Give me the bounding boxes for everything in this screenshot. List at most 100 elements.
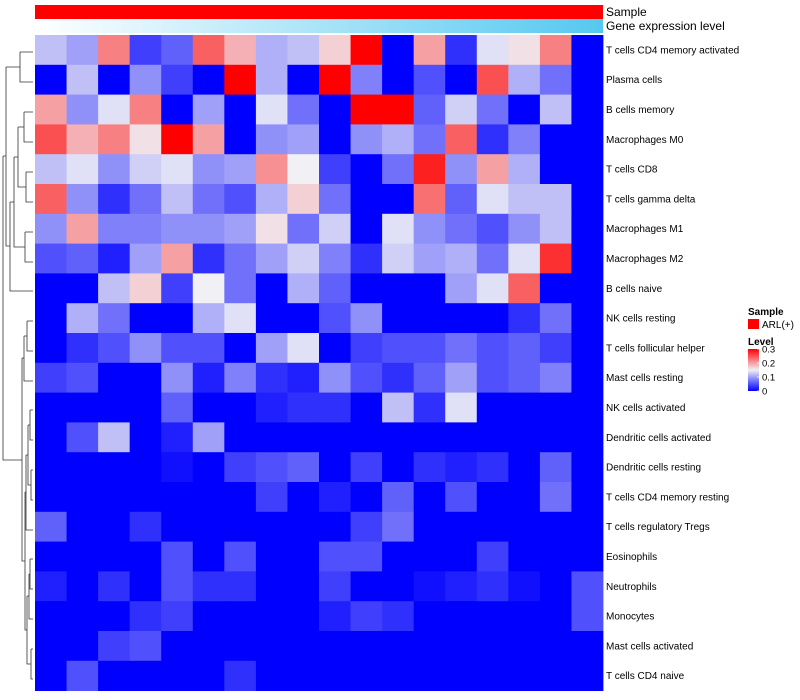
heatmap-cell	[287, 243, 320, 274]
heatmap-cell	[508, 392, 541, 423]
row-label: Macrophages M0	[606, 135, 684, 146]
heatmap-cell	[98, 64, 131, 95]
heatmap-cell	[571, 631, 604, 662]
column-annotations: Sample Gene expression level	[35, 5, 725, 33]
row-label: Eosinophils	[606, 552, 657, 563]
heatmap-cell	[350, 660, 383, 691]
heatmap-cell	[571, 154, 604, 185]
heatmap-cell	[161, 64, 194, 95]
heatmap-cell	[66, 541, 99, 572]
heatmap-cell	[476, 303, 509, 334]
heatmap-cell	[539, 273, 572, 304]
heatmap-cell	[161, 660, 194, 691]
heatmap-cell	[413, 422, 446, 453]
row-label: T cells gamma delta	[606, 194, 696, 205]
heatmap-cell	[224, 35, 257, 66]
heatmap-cell	[350, 35, 383, 66]
heatmap-cell	[224, 631, 257, 662]
heatmap-cell	[413, 94, 446, 125]
heatmap-cell	[35, 154, 67, 185]
heatmap-cell	[319, 571, 351, 602]
heatmap-cell	[255, 333, 288, 364]
heatmap-cell	[445, 511, 478, 542]
heatmap-cell	[192, 482, 225, 513]
heatmap-cell	[539, 571, 572, 602]
heatmap-cell	[350, 184, 383, 215]
heatmap-cell	[161, 631, 194, 662]
heatmap-cell	[476, 422, 509, 453]
heatmap-cell	[382, 631, 415, 662]
heatmap-cell	[287, 541, 320, 572]
heatmap-cell	[413, 243, 446, 274]
heatmap-cell	[508, 243, 541, 274]
heatmap-cell	[445, 213, 478, 244]
heatmap-cell	[350, 631, 383, 662]
heatmap-cell	[539, 154, 572, 185]
row-dendrogram	[2, 51, 33, 680]
heatmap-cell	[287, 571, 320, 602]
heatmap-cell	[445, 392, 478, 423]
heatmap-cells	[35, 35, 604, 691]
heatmap-cell	[445, 601, 478, 632]
heatmap-cell	[476, 660, 509, 691]
row-label: T cells follicular helper	[606, 343, 705, 354]
heatmap-cell	[255, 452, 288, 483]
heatmap-cell	[445, 631, 478, 662]
heatmap-cell	[255, 273, 288, 304]
heatmap-cell	[98, 184, 131, 215]
heatmap-cell	[255, 511, 288, 542]
heatmap-cell	[476, 511, 509, 542]
heatmap-cell	[192, 601, 225, 632]
heatmap-cell	[255, 422, 288, 453]
dendrogram-branch	[24, 231, 33, 263]
heatmap-cell	[508, 601, 541, 632]
heatmap-cell	[445, 124, 478, 155]
heatmap-cell	[98, 422, 131, 453]
dendrogram-branch	[25, 454, 33, 531]
heatmap-cell	[255, 154, 288, 185]
heatmap-cell	[192, 571, 225, 602]
heatmap-cell	[98, 601, 131, 632]
heatmap-cell	[445, 571, 478, 602]
heatmap-cell	[255, 362, 288, 393]
heatmap-cell	[571, 392, 604, 423]
heatmap-cell	[413, 184, 446, 215]
heatmap-cell	[224, 482, 257, 513]
heatmap-cell	[98, 333, 131, 364]
heatmap-cell	[413, 124, 446, 155]
dendrogram-branch	[29, 409, 33, 441]
heatmap-cell	[476, 333, 509, 364]
heatmap-cell	[476, 273, 509, 304]
heatmap-cell	[508, 303, 541, 334]
heatmap-cell	[129, 35, 162, 66]
heatmap-cell	[508, 452, 541, 483]
heatmap-cell	[508, 124, 541, 155]
heatmap-cell	[350, 94, 383, 125]
heatmap-cell	[255, 660, 288, 691]
heatmap-cell	[319, 124, 351, 155]
heatmap-cell	[508, 660, 541, 691]
heatmap-cell	[445, 273, 478, 304]
heatmap-cell	[98, 35, 131, 66]
heatmap-cell	[224, 243, 257, 274]
heatmap-cell	[192, 333, 225, 364]
row-labels: T cells CD4 memory activated Plasma cells…	[606, 45, 739, 682]
heatmap-cell	[255, 482, 288, 513]
dendrogram-branch	[21, 357, 25, 562]
row-label: Dendritic cells resting	[606, 463, 701, 474]
heatmap-cell	[571, 273, 604, 304]
heatmap-cell	[319, 631, 351, 662]
dendrogram-branch	[25, 171, 33, 203]
heatmap-cell	[255, 35, 288, 66]
heatmap-cell	[161, 482, 194, 513]
heatmap-cell	[319, 213, 351, 244]
heatmap-cell	[255, 601, 288, 632]
heatmap-cell	[192, 362, 225, 393]
heatmap-cell	[129, 482, 162, 513]
heatmap-cell	[382, 511, 415, 542]
heatmap-cell	[161, 124, 194, 155]
heatmap-cell	[571, 184, 604, 215]
sample-annotation-bar	[35, 5, 603, 19]
heatmap-cell	[129, 333, 162, 364]
